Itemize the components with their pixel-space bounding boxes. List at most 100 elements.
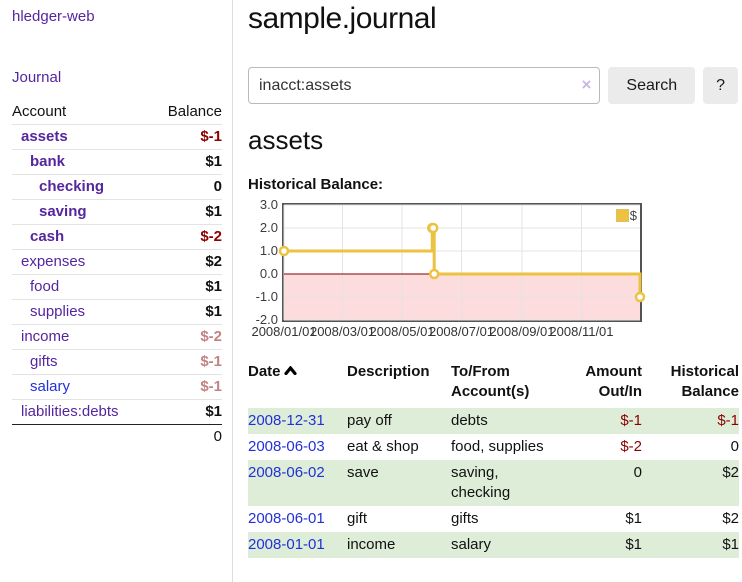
transaction-date-link[interactable]: 2008-06-03 [248, 438, 325, 455]
transaction-accounts: gifts [451, 510, 479, 527]
account-balance: $-2 [200, 328, 222, 345]
chart-legend: $ [615, 208, 637, 223]
legend-swatch-icon [615, 209, 629, 222]
transaction-date-link[interactable]: 2008-06-02 [248, 464, 325, 481]
transaction-description: eat & shop [347, 438, 419, 455]
account-link-saving[interactable]: saving [39, 203, 87, 220]
search-form: × Search ? [248, 67, 738, 104]
historical-balance-chart: 3.0 2.0 1.0 0.0 -1.0 -2.0 $ 2008/01/01 2008/03… [248, 198, 738, 341]
transaction-balance: $2 [642, 460, 739, 506]
account-row-supplies: supplies $1 [12, 299, 222, 324]
account-link-salary[interactable]: salary [30, 378, 71, 395]
account-link-assets[interactable]: assets [21, 128, 68, 145]
search-input[interactable] [248, 67, 601, 104]
account-row-saving: saving $1 [12, 199, 222, 224]
account-column-header: Account [12, 103, 67, 120]
clear-search-icon[interactable]: × [581, 75, 592, 94]
transaction-accounts: saving, checking [451, 460, 553, 506]
transaction-date-link[interactable]: 2008-01-01 [248, 536, 325, 553]
account-balance: $2 [205, 253, 222, 270]
transaction-row: 2008-06-01 gift gifts $1 $2 [248, 506, 739, 532]
transaction-row: 2008-06-03 eat & shop food, supplies $-2… [248, 434, 739, 460]
account-link-checking[interactable]: checking [39, 178, 105, 195]
transaction-row: 2008-01-01 income salary $1 $1 [248, 532, 739, 558]
account-row-assets: assets $-1 [12, 124, 222, 149]
x-tick-label: 2008/09/01 [489, 324, 555, 339]
account-balance: $-1 [200, 353, 222, 370]
y-tick-label: 2.0 [259, 220, 278, 235]
accounts-table-header: Account Balance [12, 100, 222, 124]
sidebar-item-journal[interactable]: Journal [12, 69, 62, 86]
transaction-balance: $2 [722, 510, 739, 527]
account-balance: $1 [205, 203, 222, 220]
x-tick-label: 2008/03/01 [309, 324, 376, 339]
account-balance: $1 [205, 303, 222, 320]
accounts-total-row: 0 [12, 424, 222, 449]
transaction-accounts: debts [451, 408, 553, 434]
chart-plot-area: $ [278, 203, 646, 322]
transaction-description: save [347, 460, 451, 506]
account-link-income[interactable]: income [21, 328, 70, 345]
account-balance: 0 [213, 178, 222, 195]
description-column-header: Description [347, 363, 430, 380]
transaction-date-link[interactable]: 2008-12-31 [248, 412, 325, 429]
account-link-supplies[interactable]: supplies [30, 303, 86, 320]
y-tick-label: -2.0 [255, 312, 278, 327]
register-header-row: Date Description To/From Account(s) Amou… [248, 362, 739, 408]
sort-ascending-icon [283, 366, 297, 375]
account-link-bank[interactable]: bank [30, 153, 66, 170]
balance-column-header: Historical Balance [670, 363, 739, 400]
x-tick-label: 2008/11/01 [549, 324, 614, 339]
account-row-liabilities-debts: liabilities:debts $1 [12, 399, 222, 424]
transaction-description: income [347, 532, 451, 558]
x-tick-label: 2008/07/01 [428, 324, 495, 339]
search-button[interactable]: Search [608, 67, 696, 104]
y-tick-label: 1.0 [259, 243, 278, 258]
account-row-bank: bank $1 [12, 149, 222, 174]
account-balance: $1 [205, 153, 222, 170]
account-link-liabilities-debts[interactable]: liabilities:debts [21, 403, 119, 420]
amount-column-header: Amount Out/In [585, 363, 642, 400]
transaction-description: gift [347, 510, 368, 527]
account-link-food[interactable]: food [30, 278, 60, 295]
account-heading: assets [248, 125, 324, 155]
transaction-date-link[interactable]: 2008-06-01 [248, 510, 325, 527]
transaction-balance: $1 [642, 532, 739, 558]
accounts-total-value: 0 [213, 428, 222, 445]
transaction-amount: 0 [553, 460, 642, 506]
transaction-balance: $-1 [642, 408, 739, 434]
y-tick-label: -1.0 [255, 289, 278, 304]
main-content: sample.journal × Search ? assets Histori… [234, 0, 742, 582]
balance-column-header: Balance [167, 103, 222, 120]
tofrom-column-header: To/From Account(s) [451, 363, 530, 400]
transaction-amount: $-2 [620, 438, 642, 455]
transaction-accounts: food, supplies [451, 438, 544, 455]
chart-svg [278, 204, 646, 321]
help-button[interactable]: ? [703, 67, 738, 104]
account-balance: $1 [205, 403, 222, 420]
page-title: sample.journal [248, 2, 437, 35]
transaction-amount: $1 [553, 532, 642, 558]
accounts-table: Account Balance assets $-1 bank $1 check… [12, 100, 222, 449]
transaction-accounts: salary [451, 532, 553, 558]
date-column-header[interactable]: Date [248, 362, 347, 408]
legend-label: $ [629, 208, 637, 223]
account-balance: $-1 [200, 378, 222, 395]
account-link-expenses[interactable]: expenses [21, 253, 86, 270]
chart-x-axis: 2008/01/01 2008/03/01 2008/05/01 2008/07/01… [248, 324, 738, 340]
transaction-amount: $1 [625, 510, 642, 527]
sidebar: hledger-web Journal Account Balance asse… [0, 0, 233, 582]
account-link-gifts[interactable]: gifts [30, 353, 58, 370]
account-link-cash[interactable]: cash [30, 228, 65, 245]
account-row-salary: salary $-1 [12, 374, 222, 399]
account-row-cash: cash $-2 [12, 224, 222, 249]
chart-y-axis: 3.0 2.0 1.0 0.0 -1.0 -2.0 [248, 198, 278, 327]
transaction-amount: $-1 [553, 408, 642, 434]
y-tick-label: 0.0 [259, 266, 278, 281]
brand-link[interactable]: hledger-web [12, 8, 95, 25]
account-row-gifts: gifts $-1 [12, 349, 222, 374]
account-balance: $-1 [200, 128, 222, 145]
transaction-balance: 0 [730, 438, 739, 455]
transaction-row: 2008-06-02 save saving, checking 0 $2 [248, 460, 739, 506]
